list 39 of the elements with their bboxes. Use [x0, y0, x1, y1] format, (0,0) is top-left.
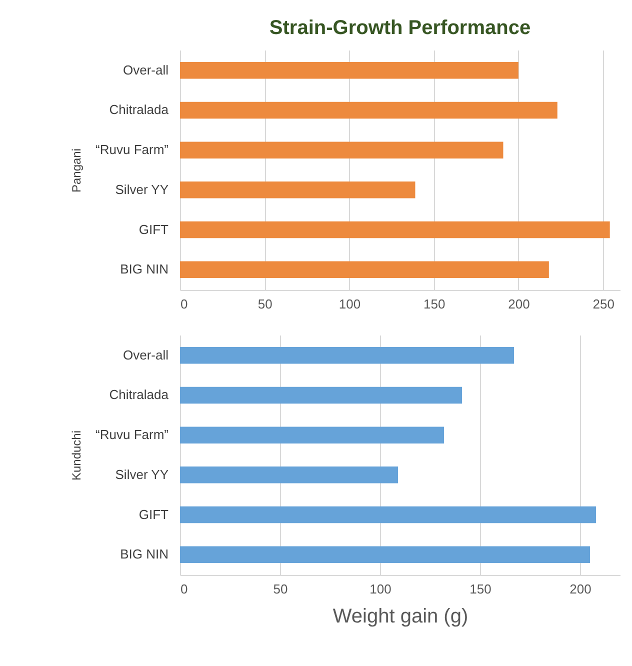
- y-tick-label: BIG NIN: [120, 546, 168, 562]
- bar: [180, 426, 444, 444]
- bar: [180, 346, 514, 364]
- x-tick-label: 250: [592, 296, 614, 312]
- x-tick-label: 0: [180, 582, 188, 596]
- y-tick-label: Silver YY: [115, 182, 169, 197]
- chart-title: Strain-Growth Performance: [269, 17, 531, 39]
- bar: [180, 386, 462, 404]
- x-tick-label: 150: [470, 582, 492, 596]
- bar: [180, 261, 549, 278]
- y-tick-label: Silver YY: [115, 466, 169, 482]
- x-tick-label: 50: [258, 296, 272, 312]
- y-tick-label: “Ruvu Farm”: [96, 427, 168, 442]
- y-axis-title: Kunduchi: [70, 430, 84, 481]
- bar: [180, 142, 504, 158]
- bar: [180, 62, 518, 79]
- x-tick-label: 200: [508, 296, 530, 312]
- x-tick-label: 200: [570, 582, 592, 596]
- y-tick-label: Over-all: [122, 347, 169, 362]
- y-tick-label: GIFT: [138, 506, 169, 522]
- x-tick-label: 100: [370, 582, 392, 596]
- bar: [180, 506, 596, 524]
- y-axis-title: Pangani: [70, 148, 84, 193]
- x-tick-label: 50: [273, 582, 288, 596]
- y-tick-label: BIG NIN: [120, 262, 168, 277]
- bar: [180, 102, 558, 119]
- y-tick-label: Over-all: [122, 62, 169, 78]
- x-tick-label: 150: [423, 296, 446, 312]
- y-tick-label: “Ruvu Farm”: [96, 142, 168, 158]
- bar: [180, 221, 610, 238]
- x-tick-label: 0: [180, 296, 188, 312]
- bar: [180, 466, 398, 484]
- bar: [180, 546, 590, 564]
- x-tick-label: 100: [338, 296, 361, 312]
- y-tick-label: Chitralada: [109, 102, 170, 118]
- x-axis-title: Weight gain (g): [332, 606, 468, 628]
- y-tick-label: GIFT: [138, 222, 169, 237]
- bar: [180, 182, 416, 198]
- y-tick-label: Chitralada: [109, 387, 170, 402]
